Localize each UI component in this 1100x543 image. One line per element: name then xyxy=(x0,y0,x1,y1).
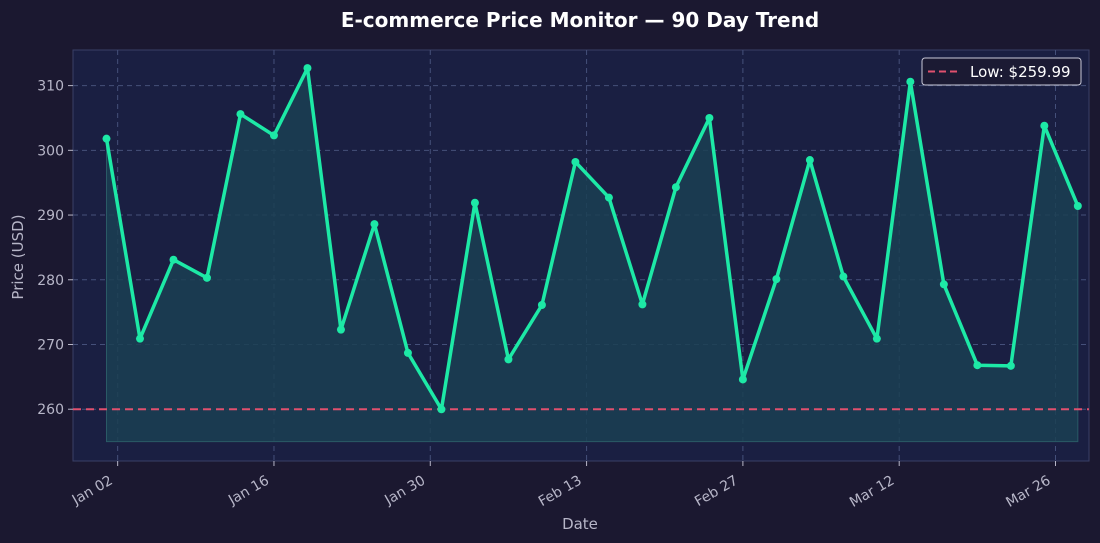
price-point xyxy=(370,220,379,229)
price-point xyxy=(303,64,312,73)
y-tick-label: 290 xyxy=(37,208,64,224)
price-point xyxy=(973,361,982,370)
price-point xyxy=(504,355,513,364)
price-point xyxy=(604,193,613,202)
y-tick-label: 300 xyxy=(37,143,64,159)
price-point xyxy=(336,325,345,334)
price-point xyxy=(906,77,915,86)
price-point xyxy=(202,273,211,282)
x-tick-label: Feb 13 xyxy=(536,473,585,510)
price-point xyxy=(269,131,278,140)
legend: Low: $259.99 xyxy=(921,57,1082,86)
x-tick-label: Mar 26 xyxy=(1003,473,1053,511)
price-point xyxy=(236,110,245,119)
y-tick-label: 260 xyxy=(37,402,64,418)
price-point xyxy=(169,255,178,264)
price-point xyxy=(437,405,446,414)
x-tick-label: Jan 02 xyxy=(69,473,116,509)
x-tick-label: Jan 30 xyxy=(381,473,428,509)
price-point xyxy=(772,275,781,284)
price-point xyxy=(805,156,814,165)
y-tick-label: 270 xyxy=(37,337,64,353)
price-point xyxy=(102,134,111,143)
price-point xyxy=(537,301,546,310)
price-point xyxy=(638,300,647,309)
x-tick-label: Jan 16 xyxy=(225,473,272,509)
price-point xyxy=(738,375,747,384)
price-point xyxy=(1073,201,1082,210)
price-point xyxy=(470,198,479,207)
y-axis-label: Price (USD) xyxy=(9,214,27,299)
price-point xyxy=(939,280,948,289)
price-point xyxy=(1006,361,1015,370)
price-point xyxy=(403,348,412,357)
y-tick-label: 310 xyxy=(37,79,64,95)
price-point xyxy=(135,334,144,343)
price-point xyxy=(1040,121,1049,130)
price-point xyxy=(571,157,580,166)
x-tick-label: Mar 12 xyxy=(847,473,897,511)
price-point xyxy=(872,334,881,343)
price-line xyxy=(104,66,1080,412)
x-tick-label: Feb 27 xyxy=(692,473,741,510)
price-point xyxy=(705,113,714,122)
y-tick-label: 280 xyxy=(37,273,64,289)
price-point xyxy=(839,272,848,281)
legend-box xyxy=(921,57,1082,86)
chart-title: E-commerce Price Monitor — 90 Day Trend xyxy=(341,8,819,32)
legend-label-low: Low: $259.99 xyxy=(970,63,1071,81)
series-group xyxy=(102,64,1082,414)
x-axis-label: Date xyxy=(562,515,598,533)
price-point xyxy=(671,183,680,192)
